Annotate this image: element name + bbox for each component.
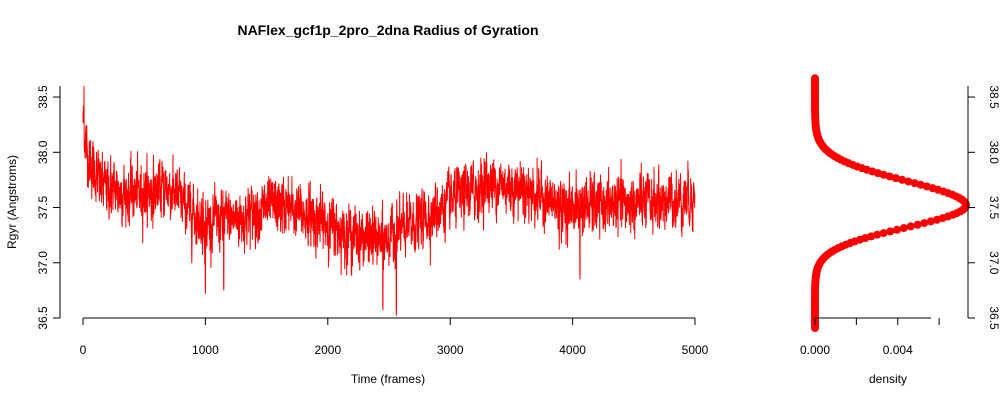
density-y-tick-label: 37.0 [987,251,1000,275]
density-point [916,180,925,189]
density-point [910,179,919,188]
density-point [920,219,929,228]
density-y-ticks: 36.5 37.0 37.5 38.0 38.5 [968,85,1000,330]
y-axis-label: Rgyr (Angstroms) [5,155,19,249]
density-x-ticks: 0.000 0.004 [800,318,940,357]
density-point [892,225,901,234]
density-point [891,174,900,183]
density-x-tick-label: 0.004 [883,343,913,357]
y-tick-label: 37.0 [36,251,50,275]
y-tick-label: 36.5 [36,306,50,330]
density-y-tick-label: 36.5 [987,306,1000,330]
main-plot: 0 1000 2000 3000 4000 5000 36.5 37.0 37.5 38.0 38… [5,85,709,386]
y-tick-label: 37.5 [36,196,50,220]
x-ticks: 0 1000 2000 3000 4000 5000 [80,318,709,357]
density-x-tick-label: 0.000 [800,343,830,357]
density-point [811,74,819,83]
density-points [811,74,970,332]
x-tick-label: 2000 [314,343,341,357]
density-point [873,230,882,239]
density-point [885,172,894,181]
density-y-tick-label: 38.0 [987,141,1000,165]
density-point [879,229,888,238]
rgyr-line-series [82,85,696,316]
density-point [904,177,913,186]
density-point [926,217,935,226]
density-point [886,227,895,236]
density-point [867,232,876,241]
y-tick-label: 38.0 [36,140,50,164]
y-tick-label: 38.5 [36,85,50,109]
density-point [899,224,908,233]
density-point [906,222,915,231]
x-tick-label: 4000 [559,343,586,357]
density-plot: 0.000 0.004 36.5 37.0 37.5 38.0 38.5 density [800,74,1000,386]
chart-title: NAFlex_gcf1p_2pro_2dna Radius of Gyratio… [237,22,538,38]
density-point [913,220,922,229]
y-ticks: 36.5 37.0 37.5 38.0 38.5 [36,85,60,330]
density-point [898,175,907,184]
x-tick-label: 0 [80,343,87,357]
x-axis-label: Time (frames) [351,372,425,386]
density-y-tick-label: 37.5 [987,196,1000,220]
density-x-axis-label: density [869,372,907,386]
density-y-tick-label: 38.5 [987,85,1000,109]
x-tick-label: 5000 [682,343,709,357]
x-tick-label: 3000 [437,343,464,357]
density-point [922,182,931,191]
x-tick-label: 1000 [192,343,219,357]
rgyr-line [82,85,696,316]
